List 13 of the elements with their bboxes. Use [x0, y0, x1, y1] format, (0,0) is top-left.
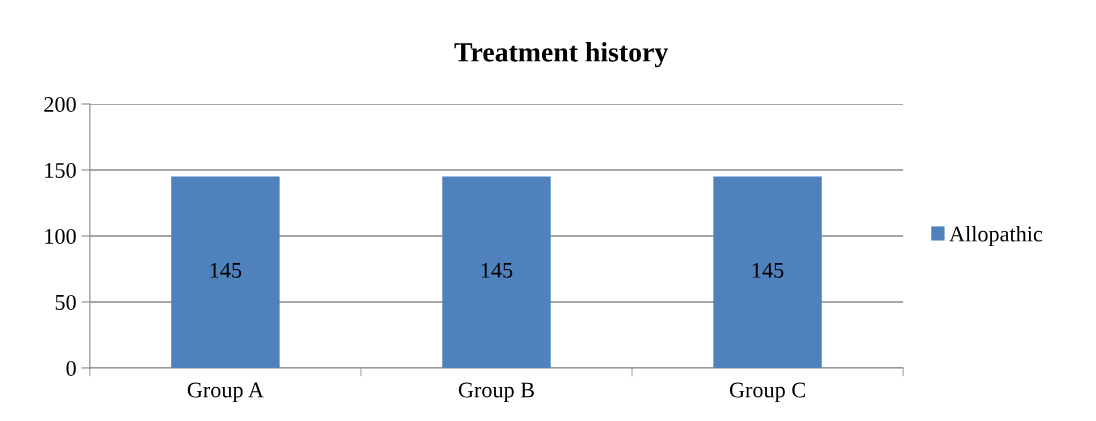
- legend-label: Allopathic: [949, 225, 1043, 247]
- y-tick-label: 50: [55, 294, 76, 310]
- y-tick-label: 200: [44, 96, 76, 112]
- y-tick-label: 150: [45, 162, 76, 178]
- y-tick-label: 100: [45, 228, 76, 244]
- x-tick-label: Group C: [729, 382, 805, 402]
- x-tick-label: Group B: [458, 382, 534, 402]
- data-label: 145: [752, 262, 784, 278]
- y-tick-label: 0: [66, 360, 76, 376]
- data-label: 145: [481, 262, 513, 278]
- data-label: 145: [210, 262, 242, 278]
- chart-title: Treatment history: [454, 42, 668, 68]
- x-tick-label: Group A: [187, 382, 264, 402]
